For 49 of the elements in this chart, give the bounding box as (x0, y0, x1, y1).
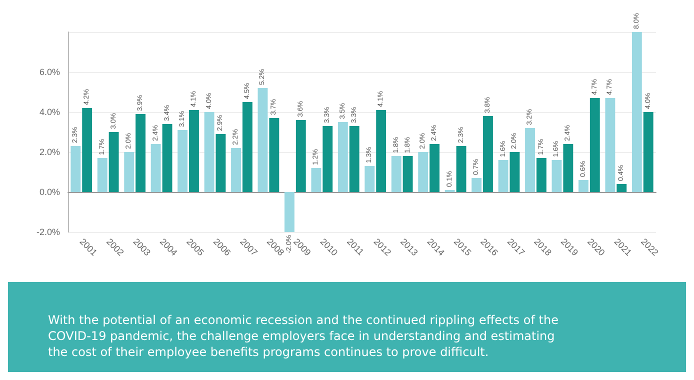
bar (510, 152, 520, 192)
y-tick-label: -2.0% (36, 227, 60, 237)
bar (242, 102, 252, 192)
y-tick-label: 0.0% (39, 187, 60, 197)
bar (376, 110, 386, 192)
bar (322, 126, 333, 192)
bar (231, 148, 241, 192)
bar (578, 180, 588, 192)
bar (632, 32, 642, 192)
bar (391, 156, 402, 192)
bar (150, 144, 161, 192)
bar (605, 98, 616, 192)
bar (483, 116, 493, 192)
bar (204, 112, 214, 192)
bar (552, 160, 562, 192)
bar (311, 168, 322, 192)
text: With the potential of an economic recession and the continued rippling effects of the COVID-19 pandemic, the challenge employers face in understanding and estimating the cost of their employee benefits programs continues to prove difficult. (48, 313, 562, 359)
bar (216, 134, 226, 192)
bar (136, 114, 146, 192)
bar (97, 158, 108, 192)
bar (338, 122, 348, 192)
y-tick-label: 6.0% (39, 67, 60, 77)
bar (643, 112, 654, 192)
bar (296, 120, 306, 192)
bar (108, 132, 119, 192)
bar (498, 160, 508, 192)
bar (472, 178, 482, 192)
bar (616, 184, 627, 192)
y-tick-label: 2.0% (39, 147, 60, 157)
bar (418, 152, 428, 192)
bar (70, 146, 81, 192)
bar (349, 126, 360, 192)
bar (162, 124, 172, 192)
bar (284, 192, 294, 232)
bar (536, 158, 546, 192)
bar (364, 166, 375, 192)
bar (189, 110, 199, 192)
bar (456, 146, 466, 192)
bar (269, 118, 280, 192)
bar (563, 144, 574, 192)
y-tick-label: 4.0% (39, 107, 60, 117)
bar (258, 88, 268, 192)
bar (430, 144, 440, 192)
bar (402, 156, 413, 192)
bar (124, 152, 134, 192)
bar (178, 130, 188, 192)
bar (525, 128, 535, 192)
bar (590, 98, 600, 192)
bar (82, 108, 92, 192)
